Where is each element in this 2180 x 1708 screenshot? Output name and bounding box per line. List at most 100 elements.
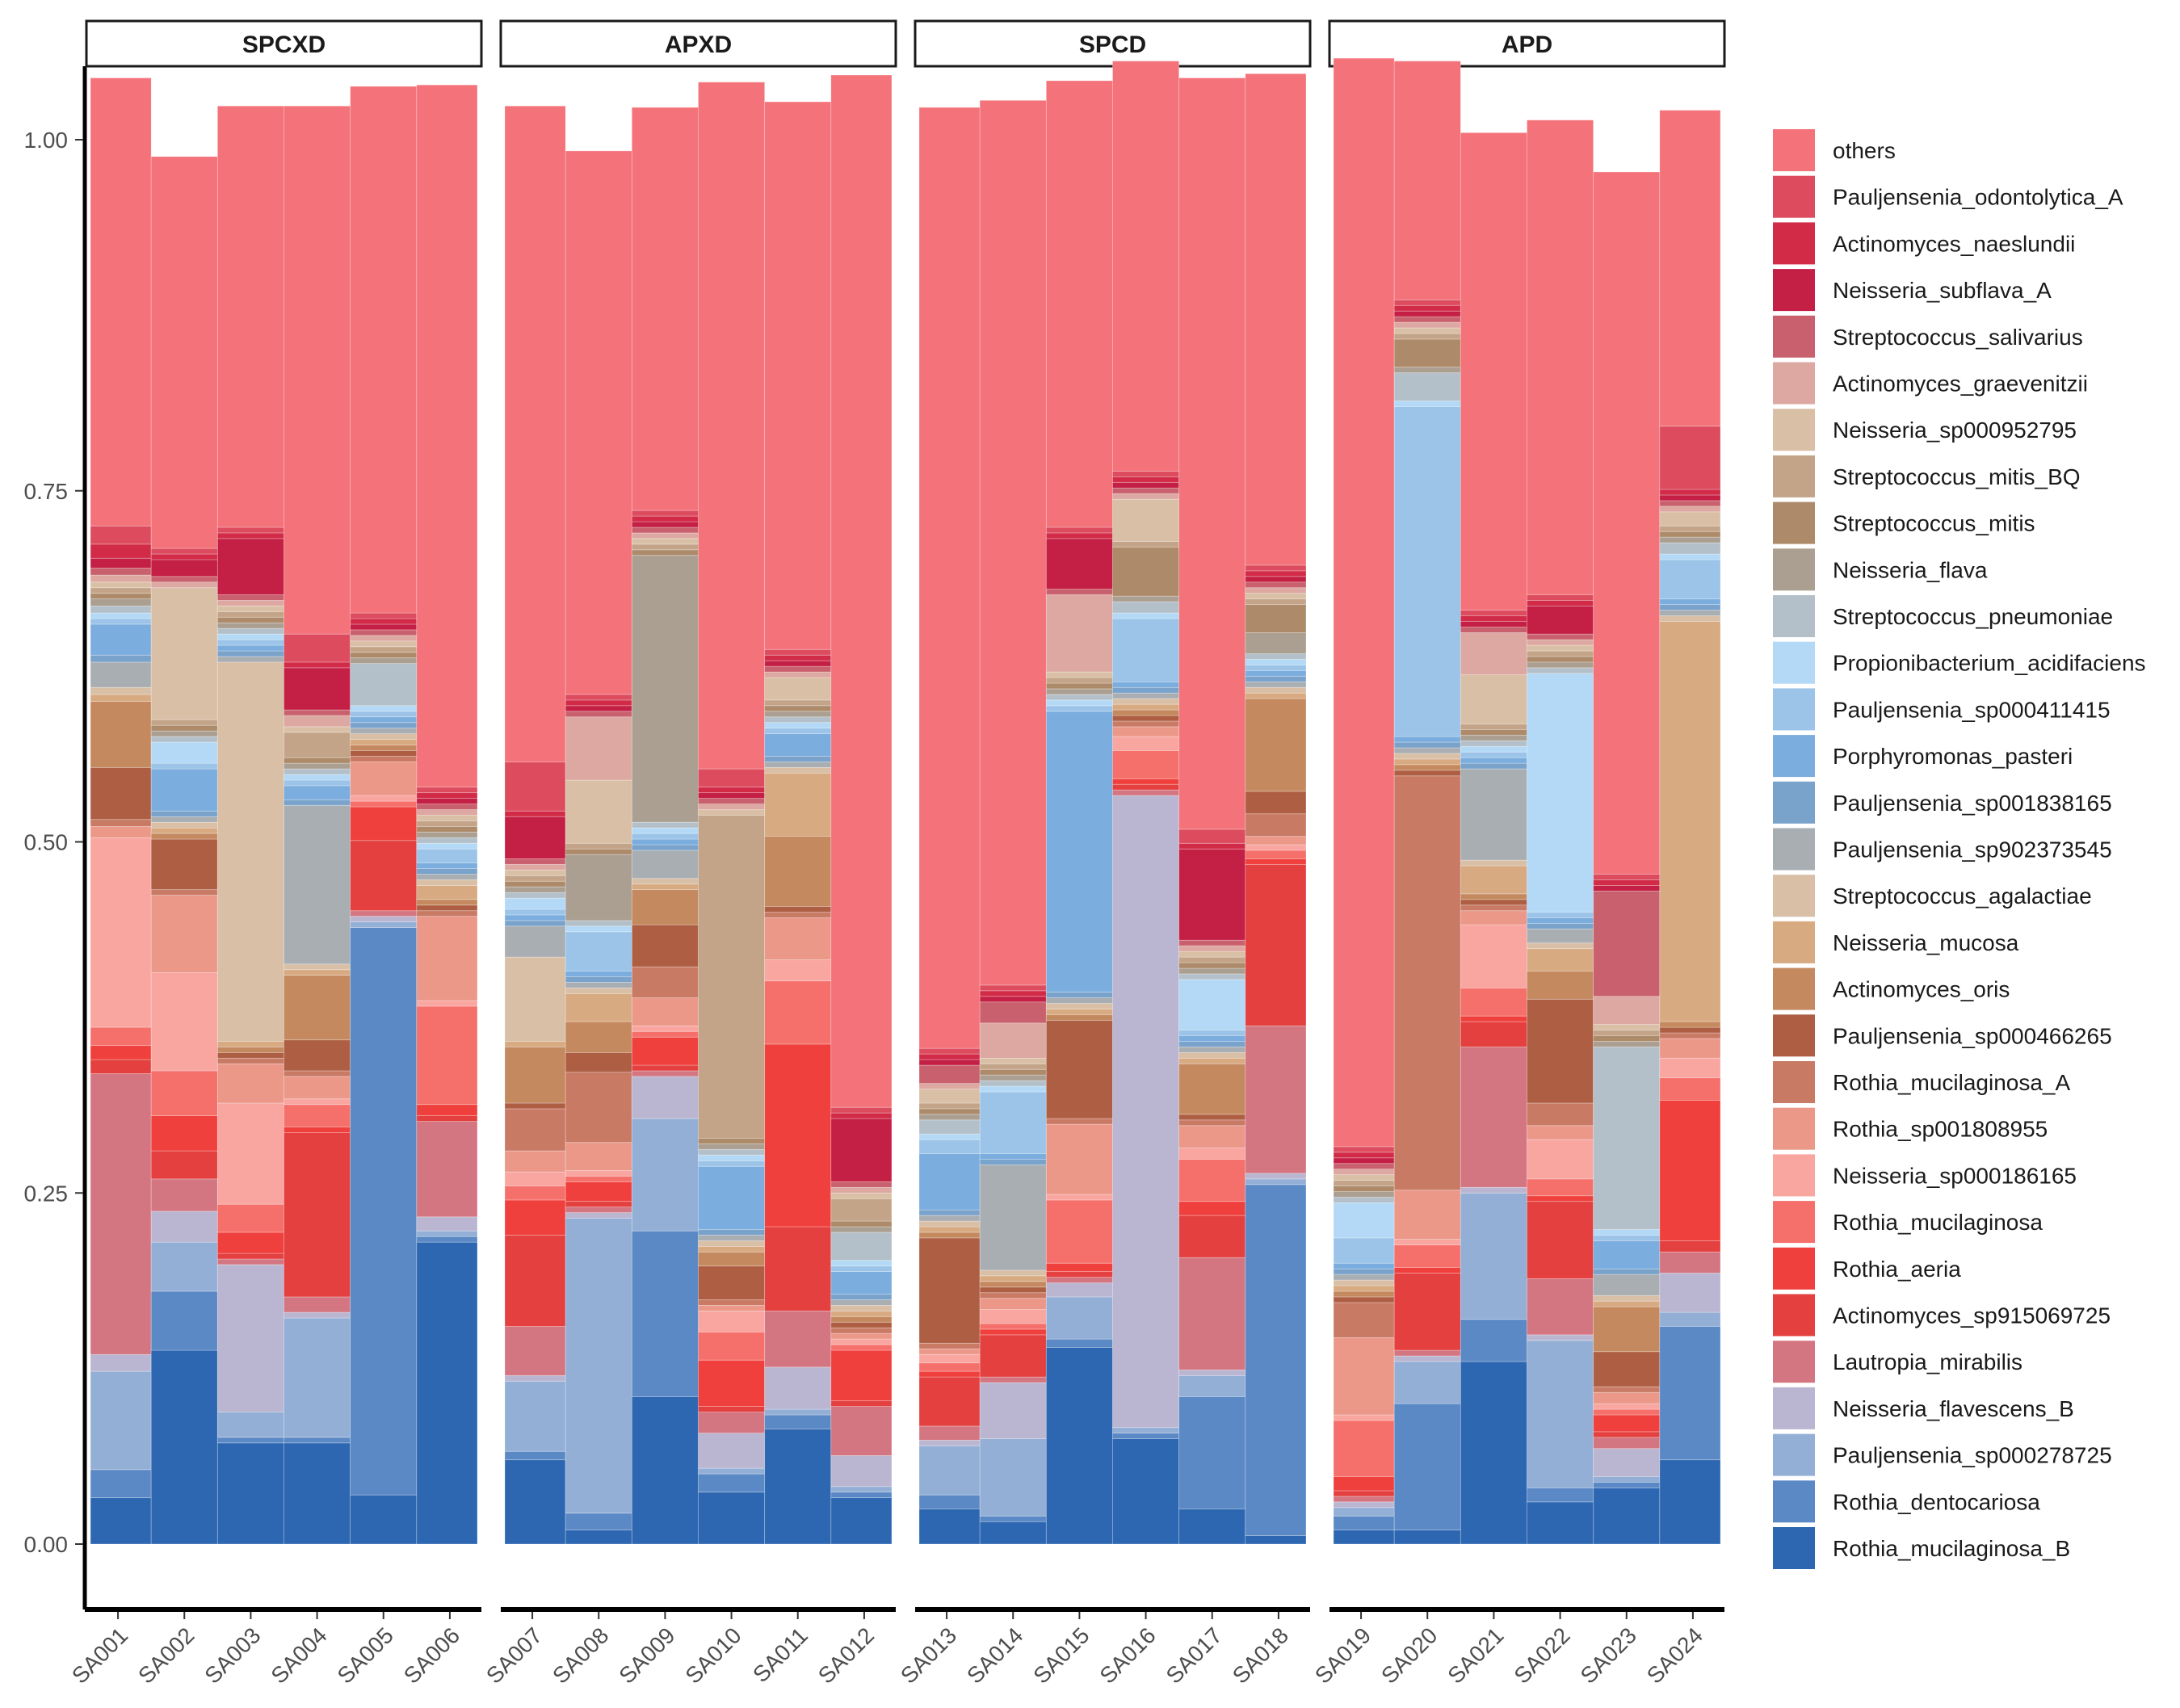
facet-strip-label: APD (1502, 31, 1552, 58)
bar-segment-pauljensenia-sp000466265 (764, 906, 832, 913)
bar-SA004 (284, 105, 351, 1545)
bar-segment-pauljensenia-sp000411415 (1527, 912, 1594, 918)
bar-SA003 (216, 105, 284, 1545)
bar-segment-actinomyces-oris (1593, 1306, 1661, 1353)
bar-segment-rothia-mucilaginosa (1245, 850, 1307, 859)
bar-segment-streptococcus-salivarius (565, 711, 632, 718)
bar-segment-rothia-mucilaginosa (1178, 1159, 1246, 1202)
bar-segment-pauljensenia-sp902373545 (1593, 1274, 1661, 1296)
bar-segment-actinomyces-sp915069725 (416, 1115, 478, 1122)
bar-segment-pauljensenia-sp000411415 (90, 618, 152, 625)
bar-segment-rothia-aeria (150, 1115, 218, 1152)
bar-segment-porphyromonas-pasteri (918, 1153, 981, 1211)
bar-segment-others (764, 101, 832, 650)
bar-segment-streptococcus-salivarius (631, 527, 699, 534)
bar-segment-neisseria-subflava-a (1593, 885, 1661, 892)
bar-segment-neisseria-mucosa (216, 1041, 284, 1047)
bar-segment-pauljensenia-sp000278725 (1333, 1507, 1395, 1517)
x-tick-label: SA008 (548, 1622, 613, 1688)
bar-segment-rothia-aeria (1393, 1267, 1461, 1274)
bar-segment-pauljensenia-sp000466265 (979, 1286, 1047, 1294)
bar-segment-streptococcus-mitis-bq (830, 1198, 893, 1222)
bar-segment-pauljensenia-odontolytica-a (565, 694, 632, 701)
bar-segment-rothia-mucilaginosa-a (830, 1327, 893, 1334)
bar-segment-streptococcus-mitis-bq (216, 611, 284, 618)
bar-segment-streptococcus-agalactiae (698, 1240, 766, 1247)
bar-segment-neisseria-mucosa (1593, 1300, 1661, 1307)
bar-segment-neisseria-sp000952795 (1393, 327, 1461, 334)
bar-segment-lautropia-mirabilis (1178, 1257, 1246, 1370)
bar-segment-actinomyces-oris (504, 1046, 566, 1104)
bar-segment-others (150, 156, 218, 549)
bar-segment-rothia-sp001808955 (90, 825, 152, 838)
bar-segment-neisseria-sp000186165 (90, 837, 152, 1028)
bar-segment-streptococcus-mitis-bq (631, 543, 699, 551)
bar-segment-actinomyces-graevenitzii (830, 1186, 893, 1194)
y-tick-label: 0.00 (24, 1532, 69, 1557)
bar-segment-neisseria-flavescens-b (565, 1212, 632, 1219)
bar-segment-rothia-aeria (284, 1127, 351, 1133)
legend-label: Pauljensenia_sp001838165 (1833, 791, 2112, 816)
bar-segment-rothia-sp001808955 (979, 1298, 1047, 1310)
bar-segment-propionibacterium-acidifaciens (416, 842, 478, 850)
bar-segment-streptococcus-agalactiae (830, 1304, 893, 1311)
bar-segment-neisseria-sp000952795 (1112, 498, 1180, 542)
bar-segment-rothia-sp001808955 (565, 1142, 632, 1171)
bar-segment-actinomyces-naeslundii (698, 787, 766, 794)
x-tick-label: SA007 (481, 1622, 547, 1688)
bar-segment-neisseria-sp000186165 (1045, 1194, 1113, 1201)
bar-segment-rothia-aeria (350, 806, 418, 841)
bar-segment-neisseria-flava (764, 711, 832, 718)
bar-segment-pauljensenia-odontolytica-a (1659, 426, 1721, 490)
bar-segment-propionibacterium-acidifaciens (1045, 699, 1113, 707)
bar-segment-pauljensenia-odontolytica-a (90, 525, 152, 545)
bar-segment-rothia-mucilaginosa-b (1178, 1509, 1246, 1545)
x-tick-label: SA003 (200, 1622, 265, 1688)
bar-segment-rothia-mucilaginosa-b (1460, 1361, 1527, 1545)
bar-segment-pauljensenia-sp000278725 (1045, 1296, 1113, 1340)
bar-segment-streptococcus-pneumoniae (764, 716, 832, 724)
bar-segment-actinomyces-sp915069725 (284, 1132, 351, 1298)
bar-segment-neisseria-sp000952795 (565, 779, 632, 844)
bar-segment-pauljensenia-sp000278725 (504, 1380, 566, 1452)
x-tick-label: SA001 (67, 1622, 132, 1688)
bar-segment-rothia-dentocariosa (416, 1236, 478, 1243)
bar-segment-rothia-aeria (1593, 1414, 1661, 1433)
bar-segment-pauljensenia-sp001838165 (1245, 675, 1307, 682)
bar-segment-pauljensenia-sp000411415 (416, 848, 478, 863)
x-tick-label: SA016 (1094, 1622, 1160, 1688)
bar-segment-actinomyces-sp915069725 (698, 1406, 766, 1412)
bar-segment-pauljensenia-sp000411415 (216, 639, 284, 646)
x-tick-label: SA021 (1443, 1622, 1508, 1688)
bar-segment-neisseria-sp000952795 (1593, 1024, 1661, 1030)
bar-segment-pauljensenia-sp000466265 (1460, 899, 1527, 906)
legend-label: Neisseria_flava (1833, 557, 1988, 582)
x-tick-label: SA020 (1376, 1622, 1442, 1688)
bar-segment-rothia-mucilaginosa (1527, 1178, 1594, 1197)
bar-segment-pauljensenia-sp902373545 (631, 850, 699, 879)
bar-segment-neisseria-flava (416, 831, 478, 838)
bar-segment-porphyromonas-pasteri (565, 971, 632, 977)
bar-segment-actinomyces-naeslundii (1593, 879, 1661, 886)
bar-segment-rothia-sp001808955 (764, 917, 832, 960)
bar-segment-rothia-aeria (504, 1199, 566, 1236)
bar-segment-neisseria-flava (631, 555, 699, 823)
bar-segment-actinomyces-graevenitzii (504, 863, 566, 871)
legend-label: Neisseria_mucosa (1833, 930, 2019, 955)
bar-segment-streptococcus-salivarius (1659, 500, 1721, 507)
bar-segment-porphyromonas-pasteri (979, 1153, 1047, 1160)
bar-segment-neisseria-mucosa (979, 1275, 1047, 1282)
bar-segment-propionibacterium-acidifaciens (350, 705, 418, 712)
bar-segment-rothia-mucilaginosa-b (504, 1459, 566, 1545)
bar-segment-actinomyces-naeslundii (565, 699, 632, 707)
bar-segment-neisseria-mucosa (90, 694, 152, 703)
bar-segment-neisseria-mucosa (1393, 758, 1461, 766)
bar-segment-actinomyces-oris (284, 975, 351, 1041)
bar-segment-rothia-mucilaginosa-a (698, 1299, 766, 1306)
bar-segment-rothia-aeria (1245, 858, 1307, 865)
bar-segment-lautropia-mirabilis (1045, 1277, 1113, 1283)
bar-segment-neisseria-flava (216, 622, 284, 629)
bar-segment-propionibacterium-acidifaciens (631, 827, 699, 834)
bar-segment-actinomyces-graevenitzii (565, 716, 632, 781)
bar-segment-pauljensenia-sp000466265 (150, 838, 218, 891)
